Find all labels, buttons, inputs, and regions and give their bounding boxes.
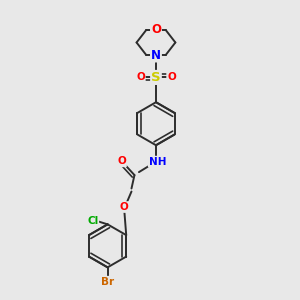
Text: NH: NH	[149, 157, 166, 166]
Text: O: O	[167, 72, 176, 82]
Text: O: O	[151, 23, 161, 37]
Text: Cl: Cl	[87, 216, 98, 226]
Text: S: S	[151, 71, 161, 84]
Text: O: O	[120, 202, 128, 212]
Text: N: N	[151, 49, 161, 62]
Text: O: O	[117, 156, 126, 166]
Text: Br: Br	[101, 277, 114, 287]
Text: O: O	[136, 72, 145, 82]
